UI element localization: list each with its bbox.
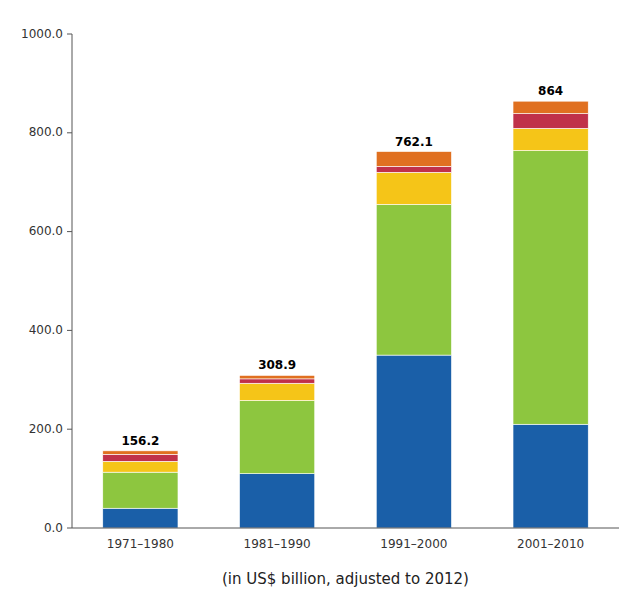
bar-segment [513, 424, 588, 528]
x-tick-label: 1971–1980 [107, 537, 174, 551]
bars [103, 101, 588, 528]
x-axis-label: (in US$ billion, adjusted to 2012) [222, 570, 469, 588]
bar-segment [513, 101, 588, 113]
bar-segment [376, 204, 451, 355]
x-tick-label: 1981–1990 [244, 537, 311, 551]
bar-segment [103, 461, 178, 472]
bar-segment [376, 166, 451, 172]
chart: 0.0200.0400.0600.0800.01000.01971–198019… [0, 0, 639, 612]
bar-segment [103, 472, 178, 508]
y-tick-label: 400.0 [29, 323, 63, 337]
bar-segment [376, 172, 451, 204]
y-tick [67, 330, 72, 331]
y-tick [67, 132, 72, 133]
bar-segment [376, 355, 451, 528]
bar-segment [103, 454, 178, 461]
bar-segment [376, 152, 451, 167]
bar-segment [240, 379, 315, 383]
bar-segment [513, 128, 588, 150]
y-tick-label: 1000.0 [21, 27, 63, 41]
y-tick [67, 528, 72, 529]
total-label: 308.9 [258, 358, 296, 372]
bar-segment [513, 114, 588, 129]
bar-segment [103, 508, 178, 528]
y-tick-label: 0.0 [44, 521, 63, 535]
total-label: 156.2 [121, 434, 159, 448]
x-axis-line [72, 528, 619, 529]
x-tick-label: 1991–2000 [380, 537, 447, 551]
y-tick-label: 800.0 [29, 125, 63, 139]
y-tick [67, 231, 72, 232]
bar-segment [240, 401, 315, 474]
x-axis: 1971–1980 1981–1990 1991–2000 2001–2010 [72, 528, 619, 551]
y-tick [67, 429, 72, 430]
bar-segment [240, 375, 315, 378]
bar-segment [240, 474, 315, 528]
totals: 156.2 308.9 762.1 864 [121, 84, 563, 448]
total-label: 762.1 [395, 135, 433, 149]
bar-segment [240, 383, 315, 400]
x-tick-label: 2001–2010 [517, 537, 584, 551]
y-tick-label: 200.0 [29, 422, 63, 436]
y-tick [67, 34, 72, 35]
bar-segment [103, 451, 178, 454]
y-axis: 0.0 200.0 400.0 600.0 800.0 1000.0 [21, 27, 72, 535]
y-axis-line [72, 34, 73, 528]
total-label: 864 [538, 84, 563, 98]
y-tick-label: 600.0 [29, 224, 63, 238]
bar-segment [513, 151, 588, 425]
